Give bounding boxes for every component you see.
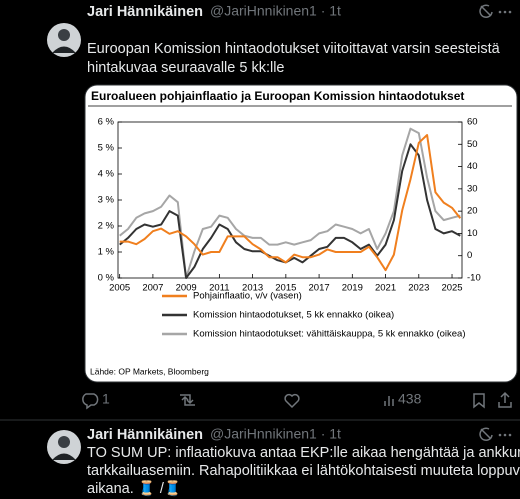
avatar-head xyxy=(58,29,70,41)
x-tick-label: 2017 xyxy=(309,283,330,294)
x-tick-label: 2007 xyxy=(142,283,163,294)
x-tick-label: 2023 xyxy=(408,283,429,294)
y2-tick-label: 50 xyxy=(467,139,478,150)
chart-source: Lähde: OP Markets, Bloomberg xyxy=(90,366,209,376)
x-tick-label: 2019 xyxy=(342,283,363,294)
tweet-text: Euroopan Komission hintaodotukset viitoi… xyxy=(87,41,501,57)
bookmark-button[interactable] xyxy=(473,393,485,409)
tweet-text: hintakuvaa seuraavalle 5 kk:lle xyxy=(87,60,284,76)
avatar-body xyxy=(52,453,76,460)
more-icon[interactable] xyxy=(498,10,512,14)
view-count: 438 xyxy=(398,391,422,407)
chart: 0 % 1 % 2 % 3 % 4 % 5 % 6 % -10 0 10 20 30 40 50 60 200… xyxy=(98,117,481,340)
author-handle[interactable]: @JariHnnikinen1 · 1t xyxy=(210,3,341,19)
legend-label: Komission hintaodotukset: vähittäiskaupp… xyxy=(193,329,466,340)
y-tick-label: 0 % xyxy=(98,273,115,284)
x-tick-label: 2015 xyxy=(275,283,296,294)
reply-button[interactable] xyxy=(82,393,99,410)
x-tick-label: 2009 xyxy=(176,283,197,294)
y-tick-label: 2 % xyxy=(98,221,115,232)
y2-tick-label: 0 xyxy=(467,250,472,261)
avatar-body xyxy=(52,46,76,53)
x-tick-label: 2011 xyxy=(209,283,229,294)
author-handle[interactable]: @JariHnnikinen1 · 1t xyxy=(210,426,341,442)
share-button[interactable] xyxy=(498,391,512,408)
y2-tick-label: 30 xyxy=(467,183,478,194)
tweet-text: TO SUM UP: inflaatiokuva antaa EKP:lle a… xyxy=(87,445,520,461)
legend-label: Pohjainflaatio, v/v (vasen) xyxy=(193,291,302,302)
x-tick-label: 2025 xyxy=(441,283,462,294)
grok-icon[interactable] xyxy=(479,4,493,18)
author-name[interactable]: Jari Hännikäinen xyxy=(87,427,203,443)
avatar-head xyxy=(58,436,70,448)
series-line xyxy=(119,143,461,279)
x-tick-label: 2013 xyxy=(242,283,263,294)
y2-tick-label: 60 xyxy=(467,117,478,128)
grok-icon[interactable] xyxy=(479,427,493,441)
y2-tick-label: 20 xyxy=(467,206,478,217)
tweet-text: aikana. 🧵 /🧵 xyxy=(87,479,182,497)
y-tick-label: 5 % xyxy=(98,143,115,154)
media-image[interactable] xyxy=(84,84,518,383)
author-name[interactable]: Jari Hännikäinen xyxy=(87,4,203,20)
y-tick-label: 1 % xyxy=(98,247,115,258)
views-icon[interactable] xyxy=(384,396,394,406)
reply-count: 1 xyxy=(102,391,110,407)
series-line xyxy=(119,127,461,279)
y2-tick-label: 10 xyxy=(467,228,478,239)
y-tick-label: 4 % xyxy=(98,169,115,180)
legend-label: Komission hintaodotukset, 5 kk ennakko (… xyxy=(193,310,394,321)
x-tick-label: 2005 xyxy=(109,283,130,294)
chart-title: Euroalueen pohjainflaatio ja Euroopan Ko… xyxy=(91,89,464,103)
tweet-text: tarkkailuasemiin. Rahapolitiikkaa ei läh… xyxy=(87,463,520,479)
series-line xyxy=(119,134,462,272)
more-icon[interactable] xyxy=(498,433,512,437)
y-tick-label: 6 % xyxy=(98,117,115,128)
repost-button[interactable] xyxy=(180,394,195,406)
x-tick-label: 2021 xyxy=(375,283,396,294)
y2-tick-label: -10 xyxy=(467,273,481,284)
y2-tick-label: 40 xyxy=(467,161,478,172)
like-button[interactable] xyxy=(284,393,300,409)
y-tick-label: 3 % xyxy=(98,195,115,206)
